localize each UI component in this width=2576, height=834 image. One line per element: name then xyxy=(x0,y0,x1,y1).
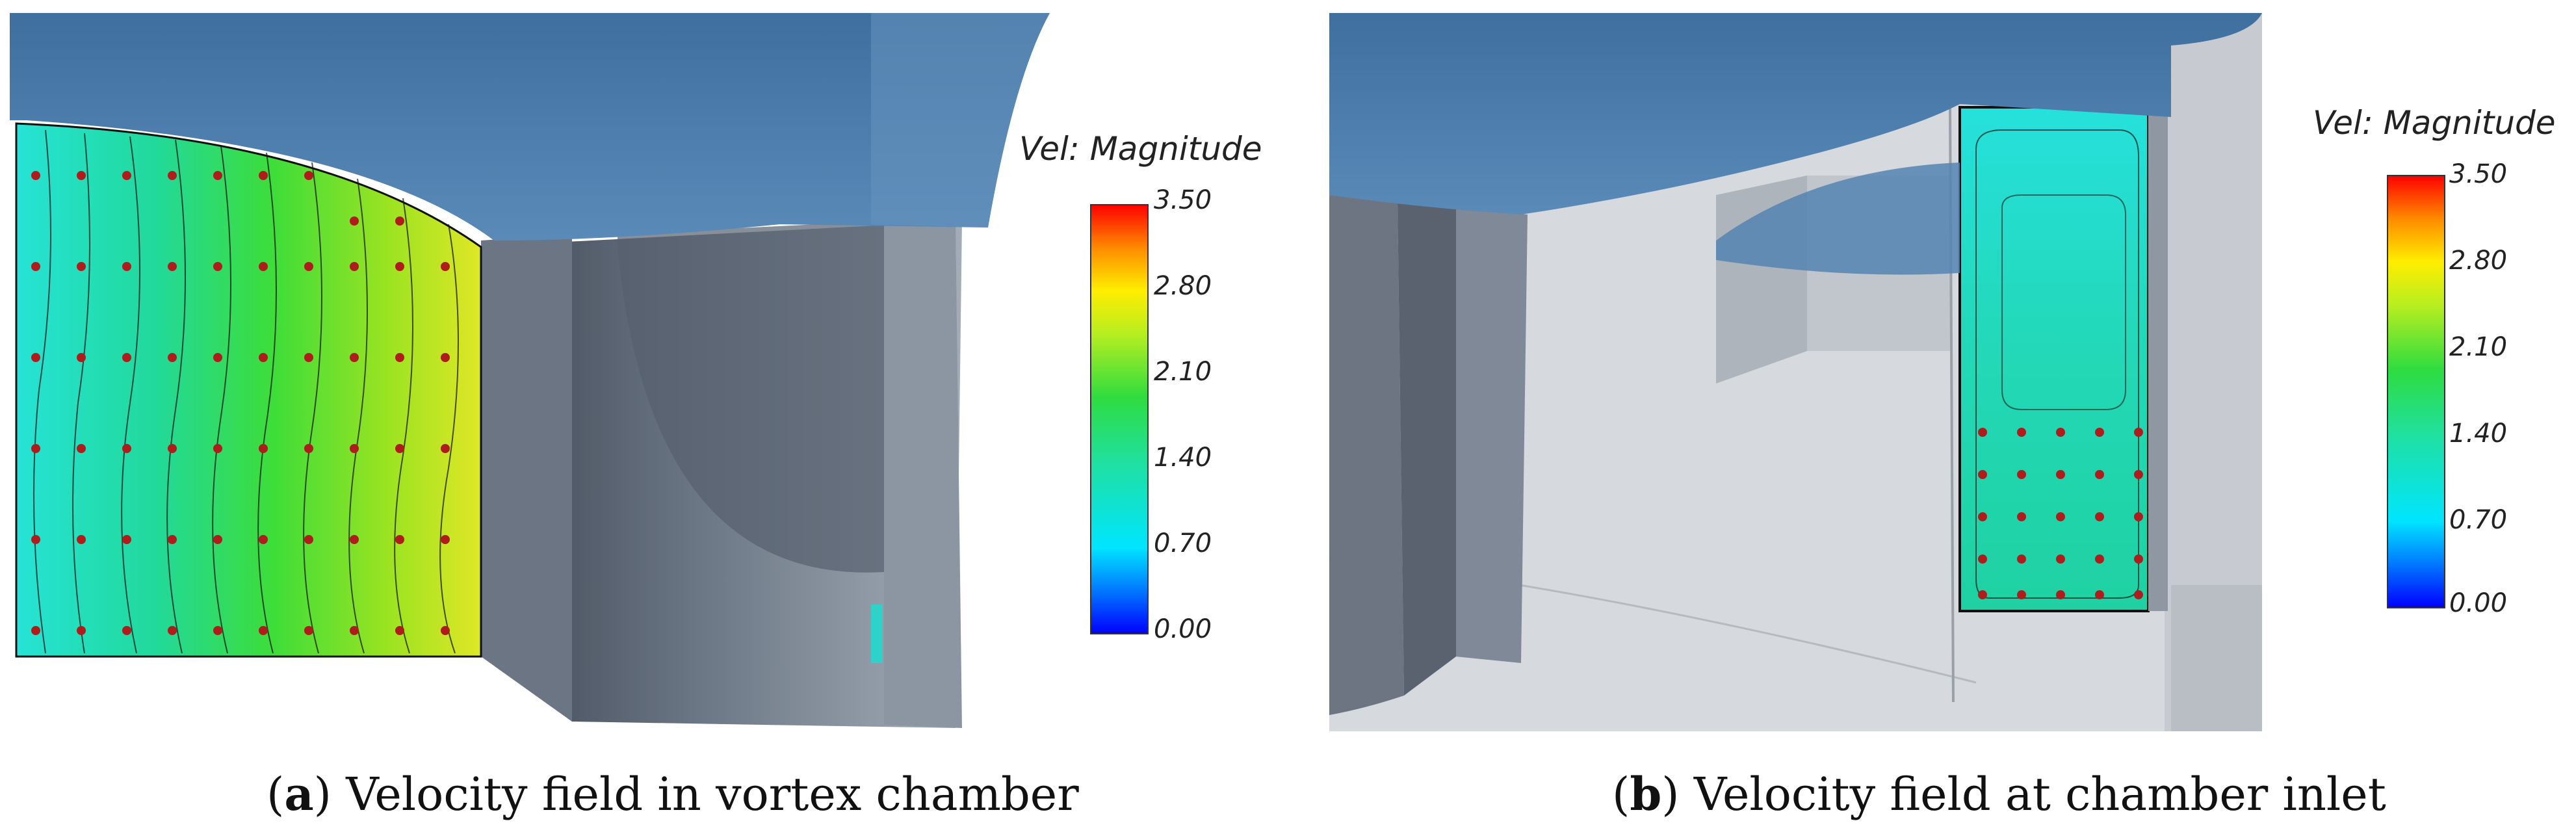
caption-text: Velocity field at chamber inlet xyxy=(1693,768,2386,821)
legend-tick: 2.80 xyxy=(1154,271,1212,301)
caption-b: (b) Velocity field at chamber inlet xyxy=(1612,767,2386,821)
caption-text: Velocity field in vortex chamber xyxy=(346,768,1079,821)
guide-wall-right xyxy=(884,221,962,728)
pillar-left xyxy=(1329,195,1404,715)
legend-title: Vel: Magnitude xyxy=(1019,130,1262,168)
legend-tick: 0.70 xyxy=(1154,528,1212,558)
cone-shadow xyxy=(618,221,884,573)
pillar-gap xyxy=(1398,202,1456,696)
legend-tick: 0.70 xyxy=(2449,505,2508,535)
panel-a: Vel: Magnitude 3.50 2.80 2.10 1.40 0.70 … xyxy=(0,0,1300,821)
guide-wall-left xyxy=(481,234,572,722)
panel-b-render xyxy=(1329,13,2445,731)
velocity-slice xyxy=(15,122,482,658)
water-surface-inlet xyxy=(1716,163,1960,275)
legend-tick: 1.40 xyxy=(2449,419,2508,449)
floor-edge xyxy=(2171,585,2262,731)
legend-title: Vel: Magnitude xyxy=(2313,104,2556,142)
inlet-frame-right xyxy=(2148,107,2168,611)
probe-grid xyxy=(31,171,450,635)
legend-tick: 3.50 xyxy=(1154,185,1212,215)
legend-tick: 0.00 xyxy=(1154,614,1212,644)
legend-tick: 3.50 xyxy=(2449,159,2508,189)
legend-tick: 2.10 xyxy=(2449,332,2508,362)
water-surface xyxy=(10,13,1050,241)
legend-tick: 2.10 xyxy=(1154,357,1212,387)
caption-letter: a xyxy=(284,767,314,821)
caption-a: (a) Velocity field in vortex chamber xyxy=(267,767,1079,821)
contour-sliver xyxy=(871,605,883,663)
legend-tick: 2.80 xyxy=(2449,246,2508,276)
inlet-velocity-slice xyxy=(1958,106,2150,612)
legend-colorbar xyxy=(2387,175,2445,608)
inlet-contour-inner xyxy=(2001,194,2126,410)
water-surface xyxy=(1329,13,2262,215)
caption-letter: b xyxy=(1630,767,1662,821)
legend-tick: 0.00 xyxy=(2449,588,2508,618)
pillar-mid xyxy=(1456,208,1528,663)
inlet-probe-grid xyxy=(1978,428,2143,599)
legend-tick: 1.40 xyxy=(1154,443,1212,473)
legend-colorbar xyxy=(1090,204,1149,634)
water-surface-right xyxy=(871,13,1050,228)
contour-lines xyxy=(33,129,459,654)
panel-b: Vel: Magnitude 3.50 2.80 2.10 1.40 0.70 … xyxy=(1326,0,2576,821)
panel-a-render xyxy=(10,13,1149,728)
